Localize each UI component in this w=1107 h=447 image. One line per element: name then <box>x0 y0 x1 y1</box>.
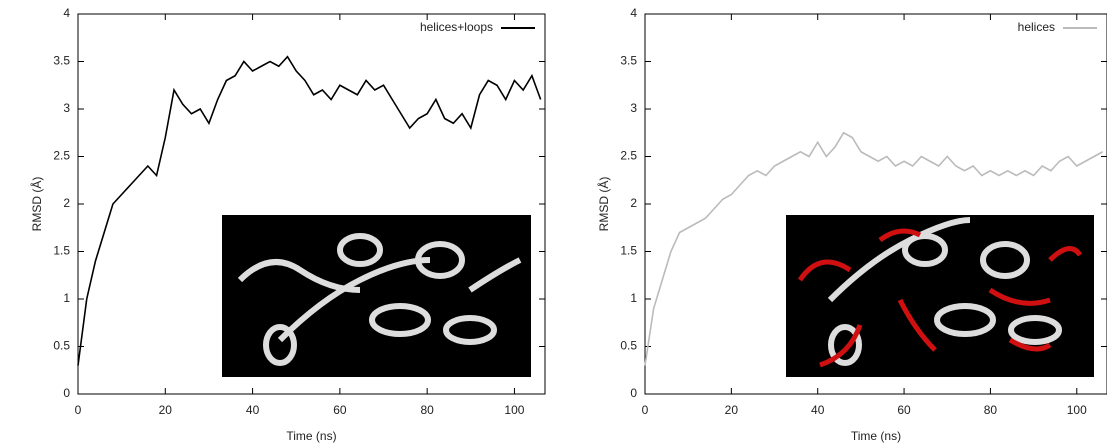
y-tick-label: 4 <box>630 6 637 20</box>
legend-label: helices+loops <box>420 20 493 34</box>
x-tick-label: 40 <box>811 403 825 417</box>
y-tick-label: 3.5 <box>53 54 70 68</box>
inset-right <box>786 215 1094 377</box>
y-axis-label: RMSD (Å) <box>29 177 44 232</box>
y-axis-label: RMSD (Å) <box>596 177 611 232</box>
x-tick-label: 0 <box>642 403 649 417</box>
x-tick-label: 80 <box>420 403 434 417</box>
y-tick-label: 2 <box>63 196 70 210</box>
data-line <box>644 131 1104 366</box>
y-tick-label: 2.5 <box>53 149 70 163</box>
x-tick-label: 100 <box>504 403 524 417</box>
x-tick-label: 100 <box>1067 403 1087 417</box>
y-tick-label: 2 <box>630 196 637 210</box>
y-tick-label: 1.5 <box>620 244 637 258</box>
plot-frame <box>77 13 546 395</box>
y-tick-label: 1.5 <box>53 244 70 258</box>
data-line <box>77 55 542 366</box>
y-tick-label: 0.5 <box>53 339 70 353</box>
x-tick-label: 60 <box>897 403 911 417</box>
x-tick-label: 60 <box>333 403 347 417</box>
y-tick-label: 1 <box>630 291 637 305</box>
x-tick-label: 40 <box>246 403 260 417</box>
x-tick-label: 20 <box>159 403 173 417</box>
x-axis-label: Time (ns) <box>286 429 336 443</box>
y-tick-label: 0 <box>630 386 637 400</box>
y-tick-label: 0 <box>63 386 70 400</box>
y-tick-label: 2.5 <box>620 149 637 163</box>
y-tick-label: 3.5 <box>620 54 637 68</box>
y-tick-label: 3 <box>63 101 70 115</box>
x-tick-label: 80 <box>984 403 998 417</box>
plot-frame <box>644 13 1107 395</box>
x-tick-label: 20 <box>725 403 739 417</box>
y-tick-label: 0.5 <box>620 339 637 353</box>
y-tick-label: 3 <box>630 101 637 115</box>
x-axis-label: Time (ns) <box>851 429 901 443</box>
legend-label: helices <box>1018 20 1055 34</box>
y-tick-label: 4 <box>63 6 70 20</box>
y-tick-label: 1 <box>63 291 70 305</box>
x-tick-label: 0 <box>75 403 82 417</box>
inset-left <box>222 215 531 377</box>
